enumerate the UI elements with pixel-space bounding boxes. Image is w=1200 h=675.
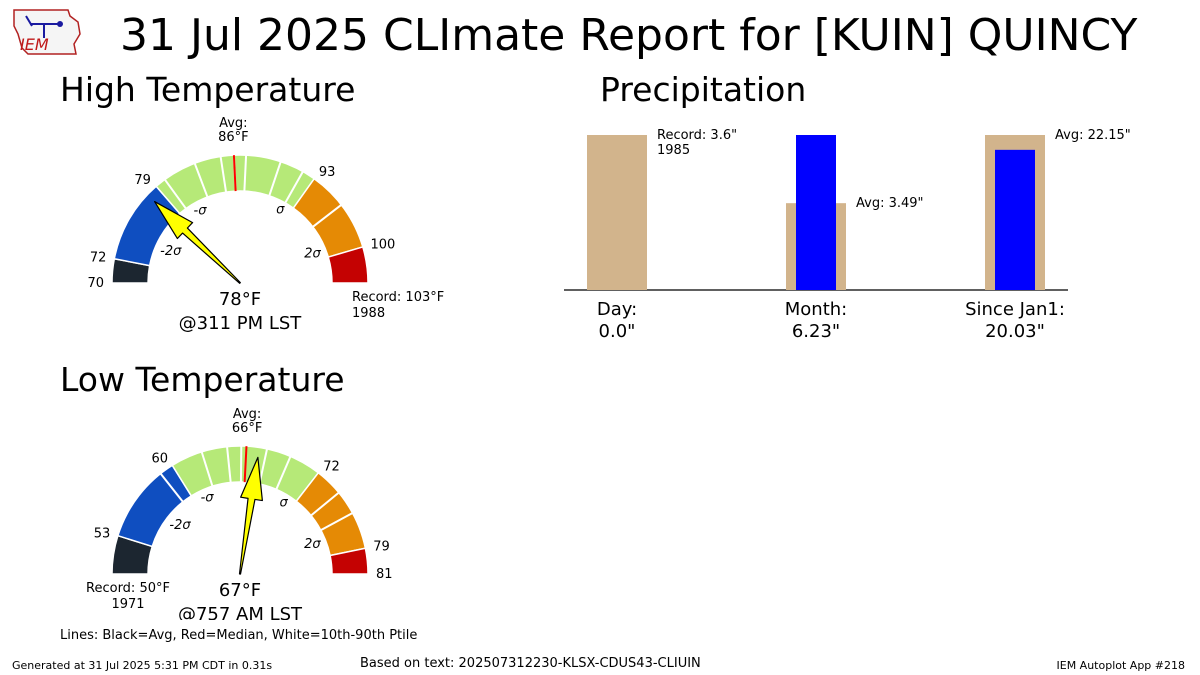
precip-annotation: Avg: 22.15"	[1055, 128, 1131, 143]
low-temperature-title: Low Temperature	[60, 360, 345, 399]
precip-category-label: Since Jan1:	[965, 299, 1065, 320]
precip-annotation-year: 1985	[657, 143, 690, 158]
median-line	[243, 446, 248, 483]
gauge-needle	[153, 200, 241, 284]
gauge-band	[327, 246, 369, 284]
gauge-tick-label: 81	[376, 567, 393, 582]
gauge-tick-label: 100	[370, 238, 395, 253]
gauge-tick-label: 70	[87, 276, 104, 291]
observed-time: @311 PM LST	[179, 313, 303, 334]
gauge-band	[329, 547, 369, 575]
precip-annotation: Record: 3.6"	[657, 128, 737, 143]
based-on-note: Based on text: 202507312230-KLSX-CDUS43-…	[360, 656, 701, 671]
high-temperature-gauge: 70 72 79 93 100 -2σ -σ σ 2σ Avg:86°F 78°F @311 PM L…	[87, 116, 444, 334]
percentile-line	[320, 512, 354, 532]
sigma-label: -2σ	[160, 244, 182, 259]
sigma-label: 2σ	[304, 537, 321, 552]
record-label: Record: 103°F	[352, 290, 444, 305]
sigma-label: -σ	[201, 491, 215, 506]
median-line	[232, 155, 237, 192]
percentile-line	[284, 171, 304, 204]
avg-value-label: 86°F	[218, 130, 249, 145]
precipitation-chart: Day:0.0" Month:6.23" Since Jan1:20.03" Reco…	[564, 128, 1131, 342]
gauge-needle	[238, 456, 263, 575]
record-year-label: 1988	[352, 306, 385, 321]
sigma-label: 2σ	[304, 246, 321, 261]
record-year-label: 1971	[111, 597, 144, 612]
sigma-label: σ	[279, 495, 288, 510]
sigma-label: -2σ	[169, 518, 191, 533]
observed-value: 78°F	[219, 289, 261, 310]
gauge-tick-label: 53	[94, 526, 111, 541]
percentile-line	[193, 162, 209, 198]
precip-annotation: Avg: 3.49"	[856, 196, 924, 211]
app-note: IEM Autoplot App #218	[1056, 659, 1186, 672]
precipitation-title: Precipitation	[600, 70, 807, 109]
precip-category-value: 20.03"	[985, 321, 1045, 342]
sigma-label: σ	[276, 202, 285, 217]
precip-observed-bar	[796, 135, 836, 290]
avg-label: Avg:	[233, 407, 261, 422]
percentile-line	[275, 455, 292, 490]
record-label: Record: 50°F	[86, 581, 170, 596]
precip-avg-bar	[587, 135, 647, 290]
logo-text: IEM	[20, 35, 49, 54]
high-temperature-title: High Temperature	[60, 70, 356, 109]
percentile-line	[163, 178, 187, 210]
sigma-label: -σ	[194, 204, 208, 219]
precip-category-value: 6.23"	[792, 321, 840, 342]
gauge-tick-label: 79	[373, 540, 390, 555]
percentile-line	[268, 161, 282, 197]
percentile-line	[200, 451, 214, 487]
observed-value: 67°F	[219, 580, 261, 601]
lines-legend-note: Lines: Black=Avg, Red=Median, White=10th…	[60, 628, 418, 643]
generated-note: Generated at 31 Jul 2025 5:31 PM CDT in …	[12, 659, 273, 672]
page-title: 31 Jul 2025 CLImate Report for [KUIN] QU…	[120, 10, 1138, 61]
iem-logo: IEM	[13, 9, 81, 55]
percentile-line	[159, 472, 184, 503]
gauge-tick-label: 72	[323, 459, 340, 474]
avg-value-label: 66°F	[232, 421, 263, 436]
percentile-line	[310, 491, 340, 517]
precip-category-value: 0.0"	[599, 321, 636, 342]
precip-category-label: Day:	[597, 299, 637, 320]
precip-category-label: Month:	[785, 299, 847, 320]
gauge-tick-label: 93	[319, 165, 336, 180]
percentile-line	[312, 204, 342, 228]
percentile-line	[258, 448, 269, 485]
low-temperature-gauge: 53 60 72 79 81 -2σ -σ σ 2σ Avg:66°F 67°F @757 AM LS…	[86, 407, 393, 620]
percentile-line	[226, 446, 232, 483]
gauge-tick-label: 72	[90, 250, 107, 265]
observed-time: @757 AM LST	[178, 604, 303, 620]
percentile-line	[219, 156, 228, 193]
gauge-tick-label: 60	[152, 452, 169, 467]
precip-observed-bar	[995, 149, 1035, 290]
gauge-tick-label: 79	[134, 173, 151, 188]
avg-label: Avg:	[219, 116, 247, 131]
percentile-line	[243, 155, 248, 192]
